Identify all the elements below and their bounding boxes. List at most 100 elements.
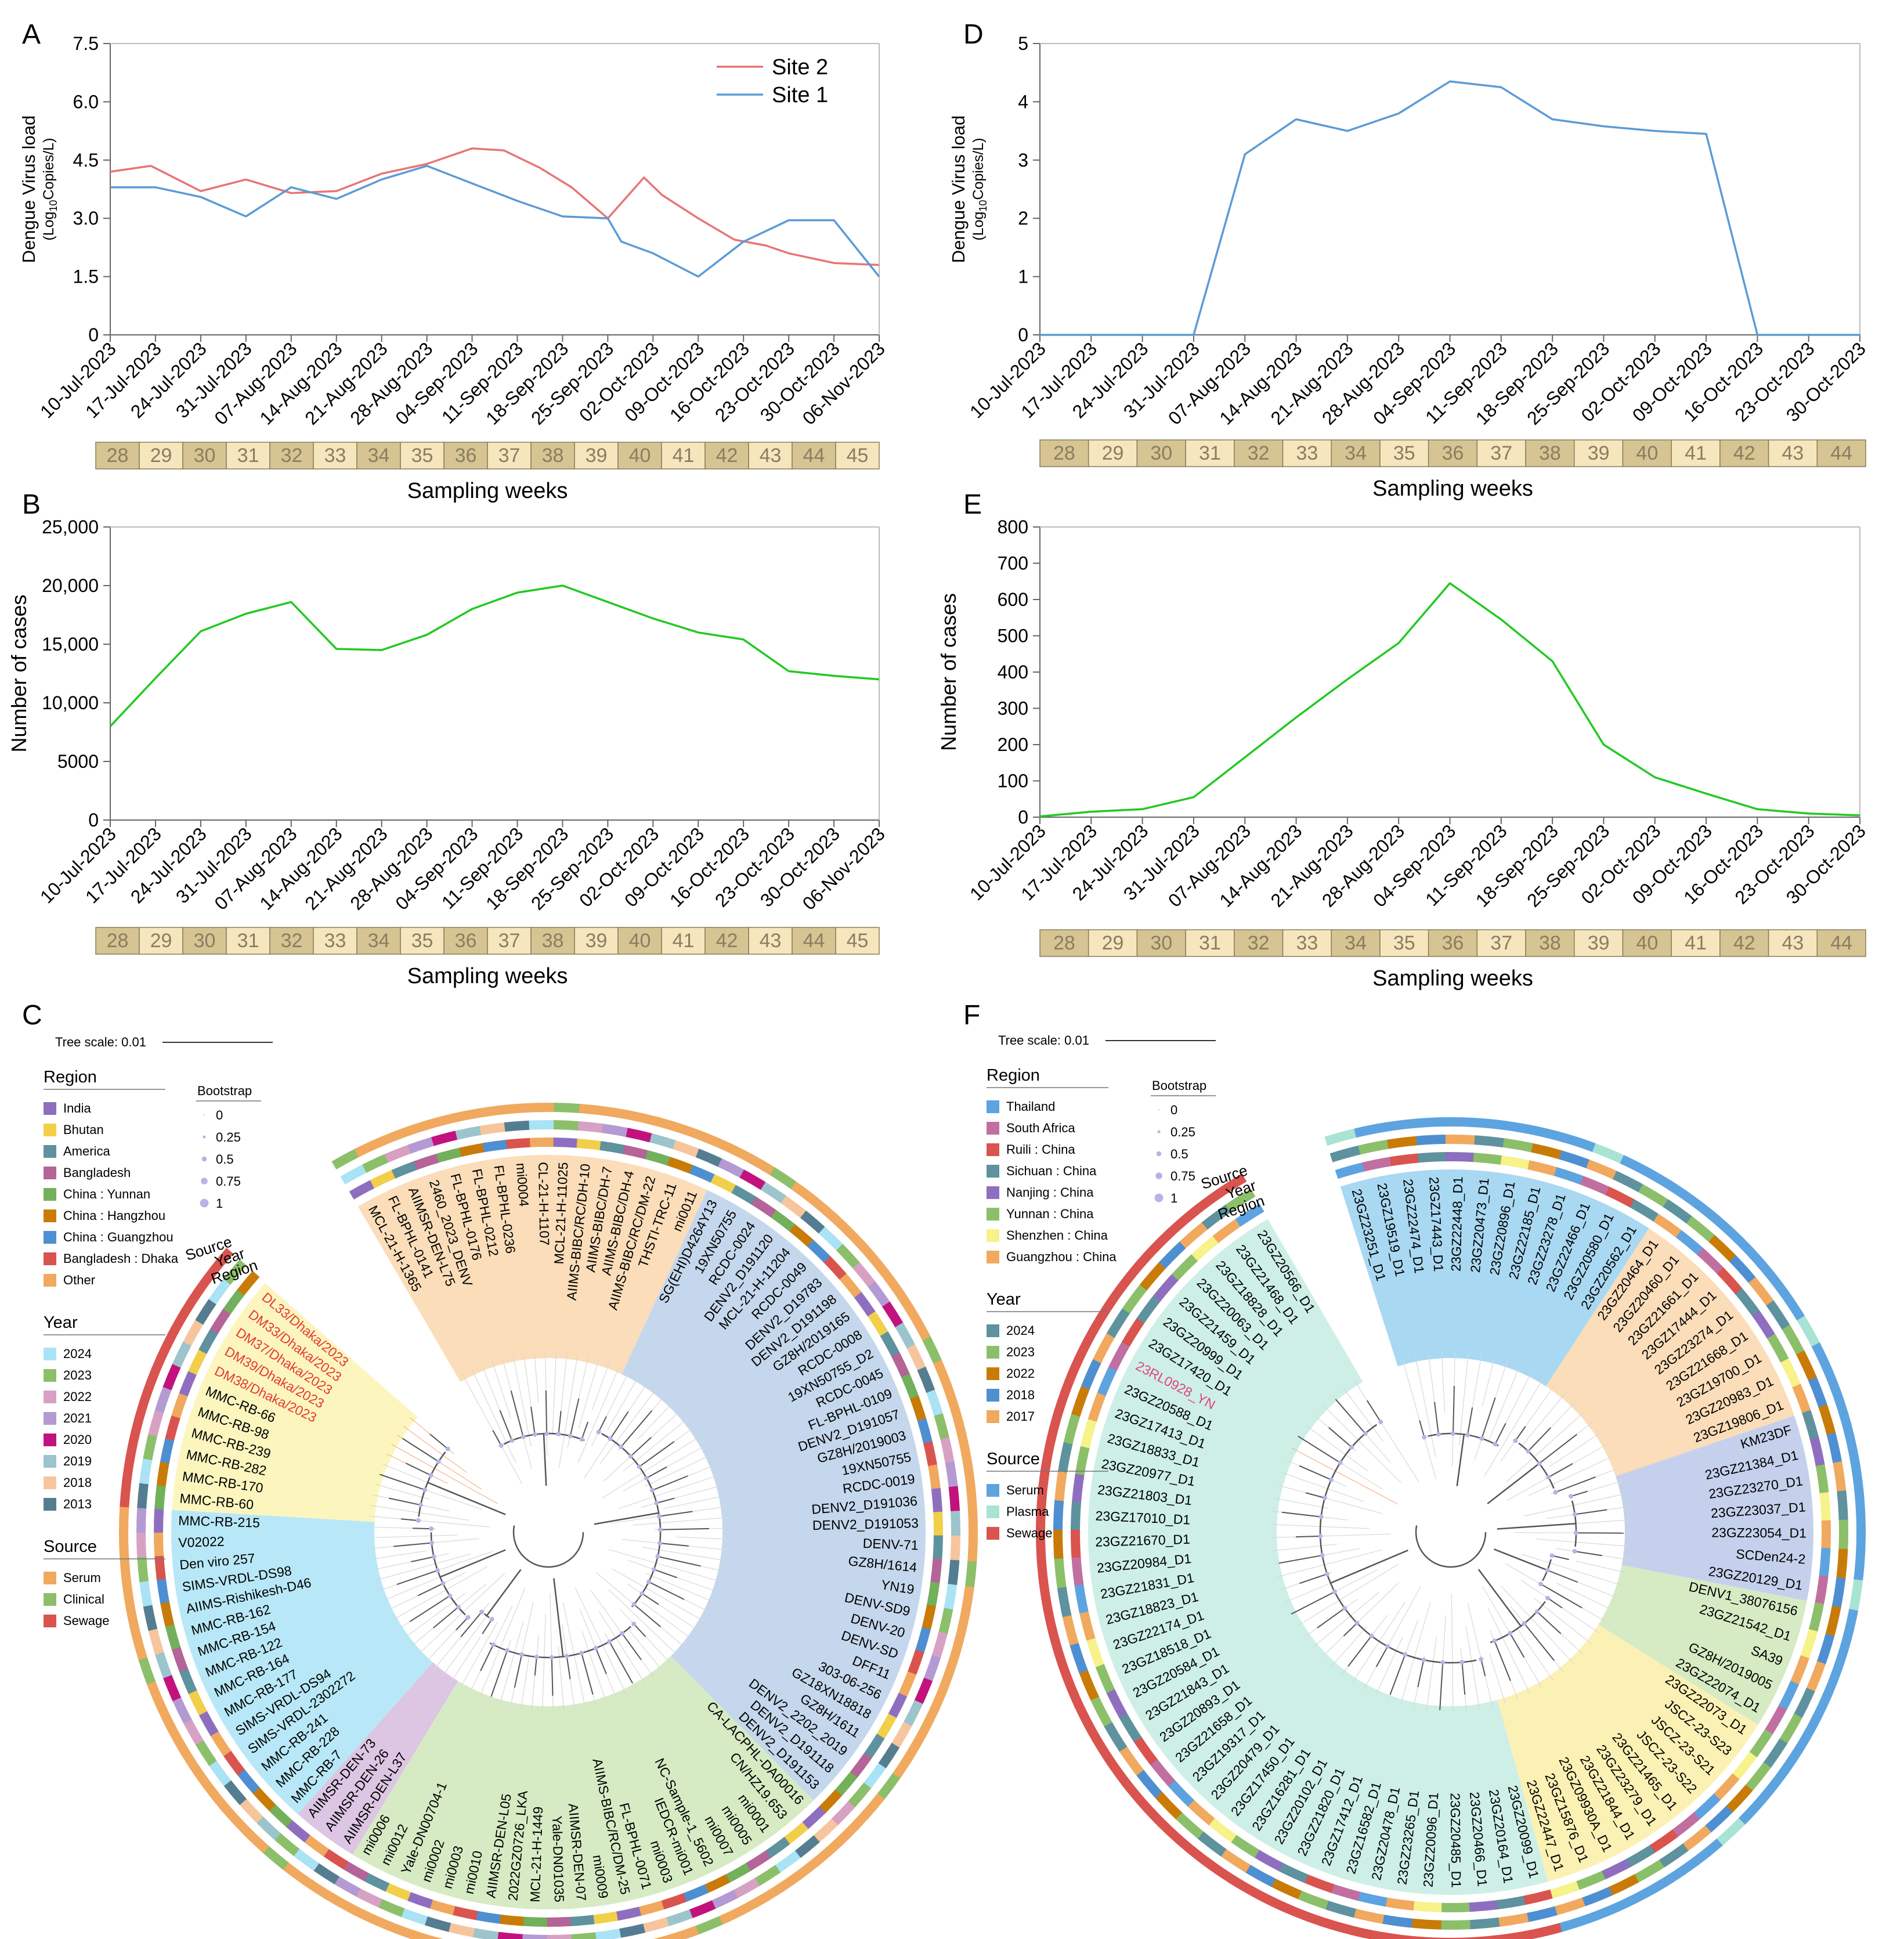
- week-label: 43: [760, 930, 782, 952]
- bootstrap-dot: [1553, 1490, 1558, 1495]
- source-ring-segment: [1186, 1844, 1217, 1871]
- source-ring-segment: [180, 1749, 203, 1776]
- region-legend-swatch: [44, 1209, 56, 1222]
- tip-branch: [1328, 1427, 1352, 1448]
- week-label: 40: [1636, 442, 1658, 464]
- source-legend-label: Serum: [1006, 1483, 1044, 1497]
- source-ring-segment: [1091, 1298, 1117, 1330]
- week-cell: [792, 442, 836, 470]
- leaf-guide: [1281, 1472, 1364, 1502]
- leaf-guide: [1274, 1497, 1329, 1509]
- year-ring-segment: [208, 1278, 232, 1305]
- leaf-label: mi0004: [514, 1162, 532, 1207]
- tip-branch: [558, 1411, 562, 1435]
- bootstrap-dot: [1534, 1609, 1540, 1614]
- week-cell: [356, 927, 401, 955]
- year-ring-segment: [1729, 1255, 1757, 1284]
- year-ring-segment: [1411, 1918, 1441, 1930]
- region-ring-segment: [725, 1862, 751, 1883]
- leaf-label: 23GZ21670_D1: [1095, 1532, 1190, 1550]
- leaf-guide: [1352, 1601, 1406, 1683]
- region-ring-segment: [1653, 1214, 1682, 1238]
- leaf-guide: [581, 1631, 607, 1703]
- week-cell: [95, 927, 140, 955]
- clade-branch: [1477, 1569, 1522, 1627]
- tip-branch: [393, 1542, 432, 1547]
- tip-branch: [1547, 1597, 1563, 1609]
- region-ring-segment: [179, 1370, 197, 1396]
- source-ring-segment: [962, 1458, 976, 1486]
- year-legend-swatch: [987, 1324, 999, 1337]
- week-label: 39: [1588, 932, 1610, 954]
- leaf-guide: [1556, 1583, 1613, 1611]
- y-tick-label: 0: [88, 810, 99, 831]
- region-ring-segment: [1136, 1295, 1161, 1324]
- region-legend-title: Region: [987, 1066, 1040, 1085]
- region-legend-swatch: [44, 1102, 56, 1115]
- y-tick-label: 400: [998, 662, 1028, 683]
- leaf-guide: [1523, 1493, 1627, 1516]
- region-ring-segment: [1088, 1392, 1107, 1422]
- bootstrap-dot: [435, 1568, 440, 1573]
- region-ring-segment: [1071, 1556, 1084, 1586]
- year-ring-segment: [136, 1507, 147, 1533]
- source-ring-segment: [1384, 1118, 1417, 1132]
- year-legend-label: 2024: [63, 1346, 92, 1361]
- tip-branch: [1375, 1646, 1389, 1667]
- source-ring-segment: [122, 1582, 135, 1610]
- region-ring-segment: [1385, 1897, 1415, 1911]
- leaf-guide: [560, 1353, 568, 1414]
- year-ring-segment: [1070, 1642, 1088, 1674]
- year-legend-swatch: [44, 1369, 56, 1382]
- region-legend-swatch: [987, 1251, 999, 1263]
- week-label: 39: [586, 445, 608, 467]
- year-ring-segment: [1440, 1920, 1471, 1930]
- leaf-label: CL-21-H-1107: [536, 1162, 552, 1245]
- leaf-guide: [391, 1443, 498, 1504]
- source-ring-segment: [1168, 1208, 1198, 1236]
- clade-branch: [594, 1512, 659, 1525]
- leaf-guide: [591, 1371, 630, 1446]
- leaf-guide: [1402, 1359, 1437, 1479]
- tip-branch: [480, 1644, 494, 1671]
- week-cell: [1574, 929, 1624, 957]
- tip-branch: [1433, 1402, 1439, 1435]
- bootstrap-legend-dot: [1157, 1130, 1161, 1133]
- year-ring-segment: [1826, 1432, 1842, 1464]
- region-ring-segment: [850, 1753, 872, 1778]
- region-ring-segment: [529, 1138, 555, 1147]
- week-label: 32: [1248, 932, 1270, 954]
- y-axis-label: Dengue Virus load: [19, 115, 39, 263]
- region-ring-segment: [1625, 1844, 1655, 1868]
- region-legend-swatch: [44, 1231, 56, 1244]
- source-legend-swatch: [44, 1572, 56, 1584]
- region-ring-segment: [783, 1822, 809, 1845]
- region-ring-segment: [930, 1558, 942, 1584]
- year-ring-segment: [479, 1122, 506, 1135]
- leaf-guide: [391, 1566, 487, 1621]
- tip-branch: [1547, 1569, 1578, 1583]
- region-ring-segment: [1121, 1317, 1145, 1347]
- leaf-guide: [1363, 1586, 1422, 1690]
- leaf-label: 23GZ23054_D1: [1711, 1525, 1807, 1541]
- leaf-guide: [598, 1611, 646, 1684]
- region-ring-segment: [682, 1884, 709, 1902]
- bootstrap-dot: [1508, 1631, 1513, 1636]
- leaf-guide: [375, 1553, 471, 1581]
- tip-branch: [514, 1654, 523, 1688]
- year-legend-swatch: [987, 1410, 999, 1423]
- region-legend-label: Bangladesh : Dhaka: [63, 1251, 179, 1266]
- leaf-label: Yale-DN01035: [550, 1815, 567, 1902]
- bootstrap-dot: [657, 1514, 662, 1519]
- source-ring-segment: [1037, 1467, 1050, 1500]
- region-ring-segment: [818, 1789, 843, 1814]
- source-ring-segment: [120, 1557, 132, 1584]
- source-ring-segment: [119, 1505, 129, 1533]
- bootstrap-dot: [429, 1526, 434, 1532]
- source-ring-segment: [1842, 1609, 1859, 1642]
- source-ring-segment: [1141, 1803, 1170, 1832]
- tip-branch: [1305, 1492, 1325, 1499]
- year-ring-segment: [1745, 1762, 1771, 1792]
- leaf-guide: [1400, 1601, 1431, 1705]
